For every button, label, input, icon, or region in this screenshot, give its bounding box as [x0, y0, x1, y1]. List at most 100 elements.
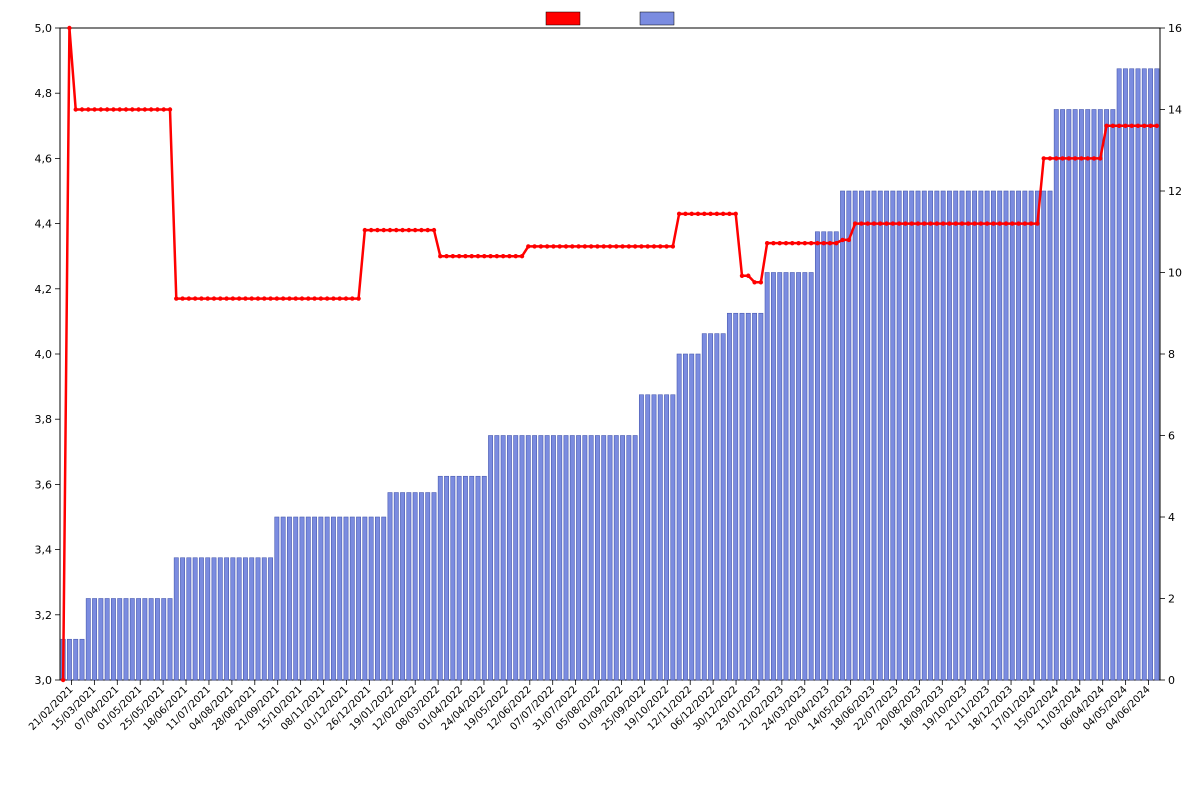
line-marker [1142, 124, 1146, 128]
line-marker [828, 241, 832, 245]
line-marker [105, 107, 109, 111]
y-left-tick-label: 3,0 [35, 674, 53, 687]
line-marker [715, 212, 719, 216]
bar [696, 354, 700, 680]
line-marker [815, 241, 819, 245]
y-right-tick-label: 16 [1168, 22, 1182, 35]
bar [1010, 191, 1014, 680]
line-marker [124, 107, 128, 111]
bar [652, 395, 656, 680]
bar [212, 558, 216, 680]
bar [840, 191, 844, 680]
line-marker [583, 244, 587, 248]
line-marker [162, 107, 166, 111]
bar [155, 599, 159, 681]
line-marker [822, 241, 826, 245]
bar [1148, 69, 1152, 680]
line-marker [903, 221, 907, 225]
line-marker [488, 254, 492, 258]
bar [495, 436, 499, 681]
bar [400, 493, 404, 680]
line-marker [627, 244, 631, 248]
line-marker [74, 107, 78, 111]
line-marker [916, 221, 920, 225]
line-marker [482, 254, 486, 258]
bar [86, 599, 90, 681]
line-marker [872, 221, 876, 225]
line-marker [1035, 221, 1039, 225]
bar [815, 232, 819, 680]
line-marker [884, 221, 888, 225]
bar [1098, 110, 1102, 681]
line-marker [803, 241, 807, 245]
line-marker [444, 254, 448, 258]
bar [1067, 110, 1071, 681]
line-marker [746, 274, 750, 278]
line-marker [928, 221, 932, 225]
line-marker [633, 244, 637, 248]
line-marker [853, 221, 857, 225]
bar [683, 354, 687, 680]
bar [413, 493, 417, 680]
bar [847, 191, 851, 680]
bar [1136, 69, 1140, 680]
bar [998, 191, 1002, 680]
line-marker [595, 244, 599, 248]
line-marker [501, 254, 505, 258]
bar [457, 476, 461, 680]
line-marker [180, 296, 184, 300]
bar [451, 476, 455, 680]
bar [1130, 69, 1134, 680]
bar [790, 273, 794, 681]
line-marker [231, 296, 235, 300]
line-marker [419, 228, 423, 232]
bar [382, 517, 386, 680]
bar [947, 191, 951, 680]
bar [853, 191, 857, 680]
bar [1086, 110, 1090, 681]
line-marker [407, 228, 411, 232]
line-marker [589, 244, 593, 248]
line-marker [155, 107, 159, 111]
bar [1073, 110, 1077, 681]
bar [149, 599, 153, 681]
bar [432, 493, 436, 680]
bar [734, 313, 738, 680]
bar [520, 436, 524, 681]
line-marker [658, 244, 662, 248]
line-marker [463, 254, 467, 258]
line-marker [457, 254, 461, 258]
line-marker [526, 244, 530, 248]
line-marker [796, 241, 800, 245]
bar [972, 191, 976, 680]
y-left-tick-label: 3,2 [35, 609, 53, 622]
line-marker [338, 296, 342, 300]
bar [419, 493, 423, 680]
line-marker [1060, 156, 1064, 160]
bar [180, 558, 184, 680]
line-marker [168, 107, 172, 111]
line-marker [1098, 156, 1102, 160]
line-marker [671, 244, 675, 248]
line-marker [212, 296, 216, 300]
line-marker [545, 244, 549, 248]
y-left-tick-label: 4,8 [35, 87, 53, 100]
bar [715, 334, 719, 680]
bar [771, 273, 775, 681]
bar [1016, 191, 1020, 680]
bar [608, 436, 612, 681]
line-marker [708, 212, 712, 216]
bar [312, 517, 316, 680]
line-marker [325, 296, 329, 300]
bar [935, 191, 939, 680]
bar [224, 558, 228, 680]
line-marker [690, 212, 694, 216]
line-marker [608, 244, 612, 248]
bar [375, 517, 379, 680]
line-marker [287, 296, 291, 300]
line-marker [991, 221, 995, 225]
bar [941, 191, 945, 680]
line-marker [897, 221, 901, 225]
y-right-tick-label: 8 [1168, 348, 1175, 361]
y-left-tick-label: 4,4 [35, 218, 53, 231]
